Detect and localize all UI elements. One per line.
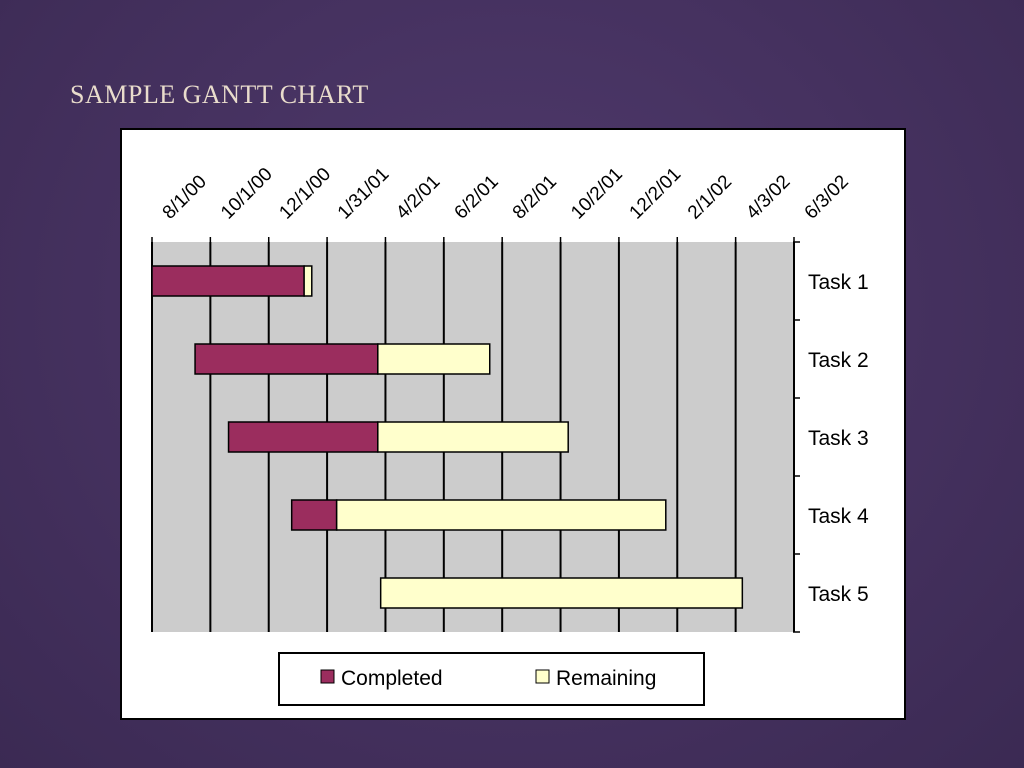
x-tick-label: 6/3/02 bbox=[801, 171, 853, 223]
legend-label-remaining: Remaining bbox=[556, 667, 656, 690]
x-tick-label: 12/2/01 bbox=[626, 164, 686, 224]
x-tick-label: 4/2/01 bbox=[392, 171, 444, 223]
legend-label-completed: Completed bbox=[341, 667, 443, 690]
x-tick-label: 6/2/01 bbox=[451, 171, 503, 223]
bar-completed bbox=[227, 421, 379, 453]
bar-remaining bbox=[303, 265, 313, 297]
x-tick-label: 8/2/01 bbox=[509, 171, 561, 223]
task-label: Task 4 bbox=[808, 505, 869, 528]
x-tick-label: 10/1/00 bbox=[217, 164, 277, 224]
bar-completed bbox=[151, 265, 305, 297]
x-tick-label: 8/1/00 bbox=[159, 171, 211, 223]
task-label: Task 5 bbox=[808, 583, 869, 606]
x-tick-label: 1/31/01 bbox=[334, 164, 394, 224]
legend-swatch-completed bbox=[320, 669, 335, 684]
bar-remaining bbox=[377, 421, 569, 453]
slide-title: SAMPLE GANTT CHART bbox=[70, 80, 369, 109]
gantt-chart: 8/1/00 10/1/00 12/1/00 1/31/01 4/2/01 6/2/01 8… bbox=[120, 128, 906, 720]
x-tick-label: 4/3/02 bbox=[742, 171, 794, 223]
bar-remaining bbox=[379, 577, 744, 609]
legend-swatch-remaining bbox=[535, 669, 550, 684]
x-tick-label: 10/2/01 bbox=[567, 164, 627, 224]
task-label: Task 2 bbox=[808, 349, 869, 372]
x-tick-label: 12/1/00 bbox=[275, 164, 335, 224]
bar-remaining bbox=[335, 499, 667, 531]
bar-remaining bbox=[377, 343, 491, 375]
legend-box bbox=[278, 652, 705, 706]
task-label: Task 1 bbox=[808, 271, 869, 294]
bar-completed bbox=[194, 343, 379, 375]
bar-completed bbox=[290, 499, 338, 531]
x-tick-label: 2/1/02 bbox=[684, 171, 736, 223]
task-label: Task 3 bbox=[808, 427, 869, 450]
